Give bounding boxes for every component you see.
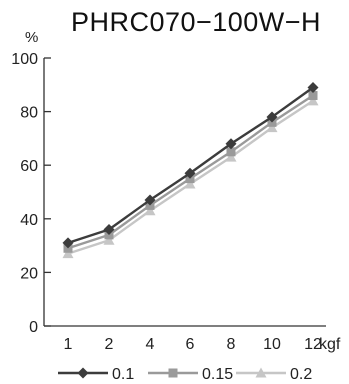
legend-item-0.2: 0.2 (236, 366, 312, 383)
legend-label: 0.2 (290, 366, 312, 383)
data-point (144, 194, 156, 206)
data-point (266, 122, 278, 133)
x-axis-ticks: 1 2 4 6 8 10 12 (64, 336, 322, 353)
data-point (144, 205, 156, 216)
x-tick-label: 2 (105, 336, 114, 353)
data-point (307, 95, 319, 106)
y-axis-ticks: 0 20 40 60 80 100 (11, 51, 51, 336)
x-tick-label: 12 (304, 336, 322, 353)
y-axis-unit: % (25, 29, 38, 46)
x-tick-label: 1 (64, 336, 73, 353)
x-tick-label: 4 (146, 336, 155, 353)
data-point (225, 138, 237, 150)
chart-title: PHRC070−100W−H (71, 7, 321, 37)
data-point (62, 248, 74, 259)
data-point (62, 237, 74, 249)
x-axis-unit: kgf (319, 336, 341, 353)
series-0.1 (62, 81, 319, 249)
data-point (103, 224, 115, 236)
y-tick-label: 80 (20, 105, 38, 122)
data-point (225, 151, 237, 162)
legend-marker (255, 367, 267, 378)
y-tick-label: 0 (29, 319, 38, 336)
data-point (226, 147, 236, 157)
data-point (308, 91, 318, 101)
x-tick-label: 6 (186, 336, 195, 353)
series-0.2 (62, 95, 319, 259)
y-tick-label: 100 (11, 51, 38, 68)
data-point (307, 81, 319, 93)
series-layer (62, 81, 319, 259)
data-point (184, 178, 196, 189)
y-tick-label: 40 (20, 212, 38, 229)
legend: 0.1 0.15 0.2 (58, 366, 312, 383)
x-tick-label: 8 (227, 336, 236, 353)
legend-marker (77, 367, 89, 379)
legend-item-0.15: 0.15 (148, 366, 233, 383)
y-tick-label: 60 (20, 158, 38, 175)
legend-label: 0.15 (202, 366, 233, 383)
data-point (103, 234, 115, 245)
data-point (184, 167, 196, 179)
x-tick-label: 10 (263, 336, 281, 353)
series-line (67, 86, 314, 245)
legend-marker (168, 368, 178, 378)
data-point (266, 111, 278, 123)
legend-label: 0.1 (112, 366, 134, 383)
y-tick-label: 20 (20, 265, 38, 282)
legend-item-0.1: 0.1 (58, 366, 134, 383)
